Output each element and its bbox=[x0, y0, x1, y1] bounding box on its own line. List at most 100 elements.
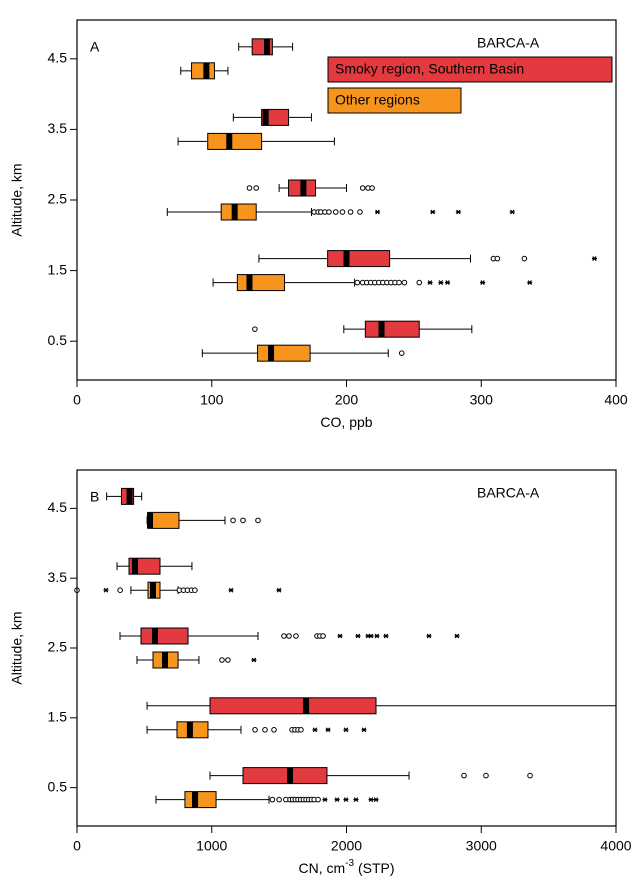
outlier bbox=[255, 517, 261, 524]
outlier bbox=[192, 587, 198, 593]
extreme bbox=[251, 657, 257, 663]
median bbox=[161, 652, 168, 668]
outlier bbox=[494, 255, 501, 262]
extreme bbox=[374, 633, 380, 639]
extreme bbox=[368, 797, 374, 803]
x-axis-label-main: CO, ppb bbox=[320, 414, 372, 430]
outlier bbox=[320, 633, 326, 639]
outlier bbox=[326, 209, 332, 215]
median bbox=[378, 321, 385, 338]
extreme bbox=[353, 797, 359, 803]
outlier bbox=[347, 209, 354, 215]
outlier bbox=[253, 185, 260, 191]
outlier bbox=[315, 796, 321, 803]
x-tick-label: 3000 bbox=[466, 838, 497, 854]
annotation: BARCA-A bbox=[477, 35, 540, 51]
legend-swatch bbox=[327, 56, 613, 83]
median bbox=[268, 345, 275, 362]
legend-swatch bbox=[327, 87, 462, 114]
y-tick-label: 0.5 bbox=[48, 332, 68, 348]
extreme bbox=[361, 727, 367, 733]
annotation: BARCA-A bbox=[477, 485, 540, 501]
x-tick-label: 1000 bbox=[196, 838, 227, 854]
outlier bbox=[293, 633, 299, 639]
outlier bbox=[286, 633, 292, 639]
median bbox=[203, 62, 210, 79]
extreme bbox=[276, 587, 282, 593]
extreme bbox=[325, 727, 331, 733]
extreme bbox=[373, 797, 379, 803]
x-axis-label-main: CN, cm bbox=[298, 860, 345, 876]
extreme bbox=[355, 633, 361, 639]
box bbox=[140, 627, 189, 645]
outlier bbox=[225, 657, 231, 663]
y-axis-label: Altitude, km bbox=[9, 163, 25, 236]
box bbox=[242, 767, 328, 785]
box bbox=[191, 62, 215, 80]
legend-label: Other regions bbox=[335, 92, 420, 108]
extreme bbox=[438, 280, 444, 285]
y-tick-label: 4.5 bbox=[48, 50, 68, 66]
box bbox=[184, 791, 217, 809]
median bbox=[263, 38, 270, 55]
median bbox=[300, 180, 307, 196]
extreme bbox=[445, 280, 451, 285]
extreme bbox=[480, 280, 486, 285]
y-tick-label: 3.5 bbox=[48, 120, 68, 136]
outlier bbox=[117, 587, 123, 593]
y-tick-label: 3.5 bbox=[48, 569, 68, 585]
outlier bbox=[298, 727, 304, 733]
extreme bbox=[322, 797, 328, 803]
x-tick-label: 2000 bbox=[331, 838, 362, 854]
outlier bbox=[269, 796, 276, 803]
y-tick-label: 1.5 bbox=[48, 261, 68, 277]
median bbox=[147, 512, 154, 529]
outlier bbox=[246, 185, 253, 191]
x-tick-label: 100 bbox=[200, 392, 224, 408]
y-tick-label: 4.5 bbox=[48, 499, 68, 515]
median bbox=[287, 767, 294, 784]
extreme bbox=[591, 256, 597, 261]
median bbox=[343, 250, 350, 267]
x-tick-label: 0 bbox=[73, 392, 81, 408]
x-tick-label: 4000 bbox=[600, 838, 631, 854]
box bbox=[327, 250, 391, 268]
panel-label: B bbox=[90, 489, 99, 505]
median bbox=[152, 628, 159, 644]
x-tick-label: 0 bbox=[73, 838, 81, 854]
outlier bbox=[396, 279, 402, 286]
median bbox=[186, 721, 193, 738]
outlier bbox=[461, 772, 467, 779]
median bbox=[262, 109, 269, 126]
y-tick-label: 1.5 bbox=[48, 709, 68, 725]
outlier bbox=[483, 772, 489, 779]
extreme bbox=[383, 633, 389, 639]
x-axis-label: CN, cm-3 (STP) bbox=[298, 858, 394, 876]
x-axis-label-sup: -3 bbox=[345, 858, 354, 869]
median bbox=[303, 697, 310, 714]
median bbox=[149, 582, 156, 599]
x-tick-label: 400 bbox=[604, 392, 628, 408]
y-axis-label: Altitude, km bbox=[9, 611, 25, 684]
legend-label: Smoky region, Southern Basin bbox=[335, 61, 524, 77]
extreme bbox=[426, 633, 432, 639]
outlier bbox=[521, 255, 528, 262]
extreme bbox=[368, 633, 374, 639]
median bbox=[192, 791, 199, 808]
outlier bbox=[271, 727, 277, 733]
extreme bbox=[228, 587, 234, 593]
x-tick-label: 200 bbox=[335, 392, 359, 408]
outlier bbox=[401, 279, 408, 286]
median bbox=[246, 274, 253, 291]
outlier bbox=[416, 279, 423, 286]
y-tick-label: 0.5 bbox=[48, 778, 68, 794]
panel-label: A bbox=[90, 39, 100, 55]
extreme bbox=[427, 280, 433, 285]
outlier bbox=[252, 326, 258, 332]
x-tick-label: 300 bbox=[470, 392, 494, 408]
outlier bbox=[398, 350, 405, 356]
y-tick-label: 2.5 bbox=[48, 639, 68, 655]
extreme bbox=[527, 280, 533, 285]
box bbox=[207, 132, 263, 150]
